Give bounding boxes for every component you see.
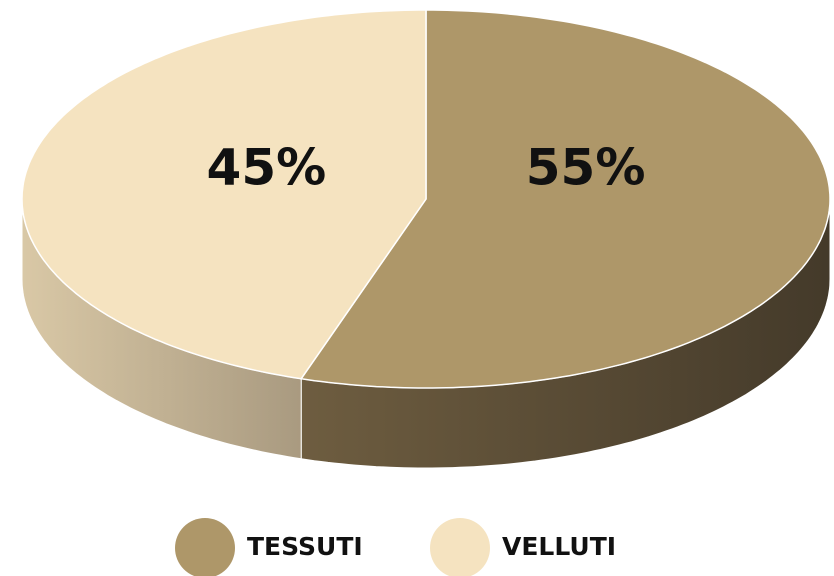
value-label: 55% [526,139,646,197]
slice [21,9,427,380]
slice [299,9,831,389]
legend-swatch [430,518,490,576]
legend-label: VELLUTI [502,532,616,561]
value-label: 45% [207,139,327,197]
legend-swatch [175,518,235,576]
legend-label: TESSUTI [247,532,363,561]
